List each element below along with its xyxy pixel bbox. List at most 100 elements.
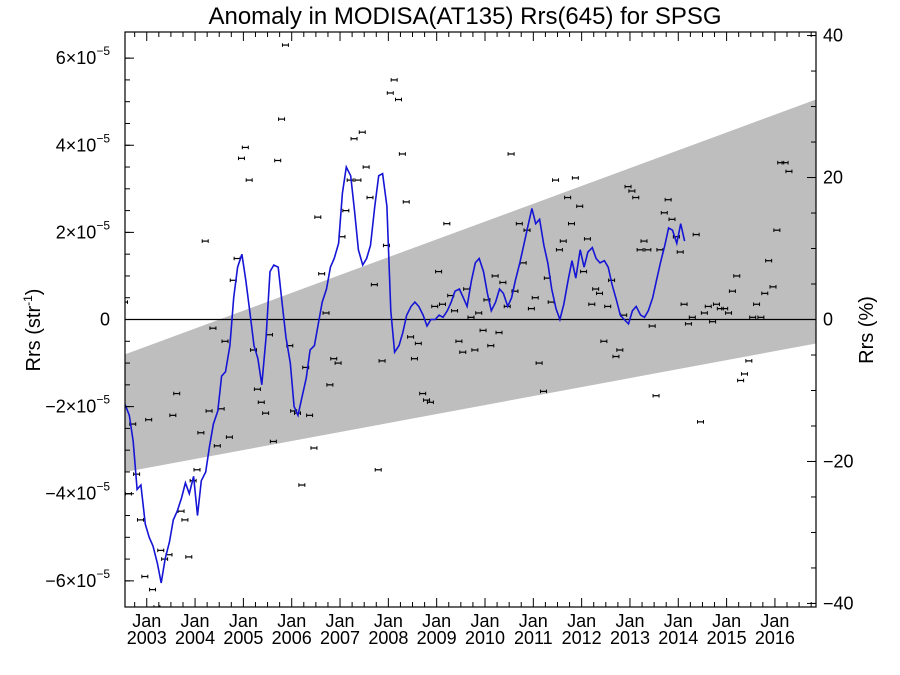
y-tick-label-left-mantissa: −6×10 (45, 571, 96, 591)
y-tick-label-left: −4×10−5 (45, 480, 110, 504)
data-point (298, 483, 306, 487)
data-point (157, 548, 165, 553)
data-point (535, 361, 543, 365)
data-point (616, 348, 624, 352)
x-tick-label-month: Jan (519, 611, 548, 631)
y-tick-label-left-mantissa: 6×10 (56, 48, 97, 68)
y-axis-label-left: Rrs (str-1) (21, 289, 45, 372)
data-point (515, 221, 523, 226)
data-point (697, 420, 705, 424)
data-point (737, 378, 745, 383)
data-point (245, 178, 253, 182)
y-tick-label-left: −6×10−5 (45, 567, 110, 591)
y-tick-label-right: −20 (823, 451, 854, 471)
data-point (753, 302, 761, 307)
data-point (253, 387, 261, 391)
data-point (350, 136, 358, 141)
data-point (395, 97, 403, 102)
data-point (354, 178, 362, 182)
x-tick-label-year: 2013 (610, 628, 650, 648)
data-point (197, 430, 205, 435)
data-point (237, 156, 245, 161)
data-point (362, 165, 370, 169)
data-point (781, 160, 789, 165)
data-point (342, 208, 350, 213)
x-tick-label-month: Jan (615, 611, 644, 631)
y-tick-label-left: 4×10−5 (56, 131, 111, 155)
y-tick-label-left-exponent: −5 (96, 131, 110, 145)
y-tick-label-right: 20 (823, 168, 843, 188)
data-point (757, 315, 765, 320)
data-point (467, 315, 475, 320)
data-point (419, 391, 427, 396)
data-point (725, 311, 733, 315)
x-tick-label-year: 2011 (514, 628, 553, 648)
data-point (640, 239, 648, 243)
data-point (185, 555, 193, 559)
y-tick-label-right: −40 (823, 593, 854, 613)
data-point (149, 587, 157, 592)
data-point (491, 274, 499, 278)
y-tick-label-left-exponent: −5 (96, 393, 110, 407)
data-point (435, 269, 443, 274)
x-tick-label-year: 2014 (658, 628, 698, 648)
y-tick-label-left-mantissa: 0 (100, 310, 110, 330)
data-point (201, 239, 209, 243)
data-point (410, 356, 418, 361)
data-point (426, 400, 434, 405)
x-tick-label-year: 2009 (417, 628, 457, 648)
data-point (495, 330, 503, 335)
data-point (684, 322, 692, 326)
data-point (407, 335, 415, 339)
data-point (322, 311, 330, 315)
data-point (728, 289, 736, 293)
data-point (507, 152, 515, 156)
data-point (443, 221, 451, 226)
x-tick-label-year: 2015 (707, 628, 747, 648)
y-tick-label-right: 0 (823, 310, 833, 330)
data-point (257, 400, 265, 405)
data-point (733, 274, 741, 278)
data-point (499, 280, 507, 285)
data-point (652, 393, 660, 398)
data-point (676, 250, 684, 254)
chart-title: Anomaly in MODISA(AT135) Rrs(645) for SP… (208, 3, 721, 30)
y-tick-label-left-mantissa: 2×10 (56, 222, 97, 242)
data-point (552, 178, 560, 182)
plot-content (125, 43, 816, 607)
data-point (624, 184, 632, 189)
x-tick-label-year: 2004 (175, 628, 215, 648)
data-point (567, 221, 575, 226)
y-tick-label-left-exponent: −5 (96, 44, 110, 58)
y-tick-label-left-exponent: −5 (96, 567, 110, 581)
data-point (700, 311, 708, 315)
data-point (431, 304, 439, 309)
data-point (636, 248, 644, 252)
data-point (233, 256, 241, 261)
data-point (193, 467, 201, 472)
x-tick-label-month: Jan (470, 611, 499, 631)
data-point (648, 324, 656, 328)
data-point (692, 232, 700, 237)
data-point (221, 339, 229, 344)
x-tick-label-month: Jan (326, 611, 355, 631)
data-point (390, 78, 398, 82)
data-point (334, 361, 342, 365)
data-point (402, 200, 410, 204)
data-point (145, 417, 153, 422)
y-axis-label-left-text: Rrs (str (23, 306, 45, 372)
x-tick-label-month: Jan (181, 611, 210, 631)
x-tick-label-year: 2006 (272, 628, 312, 648)
x-tick-label-month: Jan (229, 611, 258, 631)
data-point (559, 239, 567, 243)
data-point (644, 248, 652, 252)
data-point (370, 282, 378, 287)
data-point (604, 304, 612, 309)
data-point (471, 348, 479, 352)
data-point (314, 215, 322, 219)
data-point (438, 302, 446, 307)
data-point (668, 217, 676, 222)
data-point (527, 306, 535, 311)
data-point (330, 356, 338, 361)
x-tick-label-month: Jan (422, 611, 451, 631)
